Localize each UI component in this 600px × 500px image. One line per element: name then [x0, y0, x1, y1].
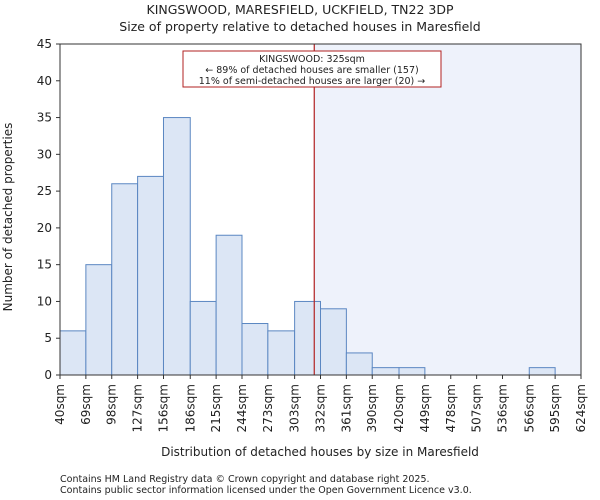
annotation-frame: [182, 50, 442, 88]
bar-361sqm: [345, 352, 373, 376]
x-tick-label: 186sqm: [183, 384, 197, 432]
x-tick-label: 127sqm: [131, 384, 145, 432]
bar-40sqm: [59, 330, 87, 376]
chart-title: KINGSWOOD, MARESFIELD, UCKFIELD, TN22 3D…: [147, 2, 454, 17]
bar-98sqm: [111, 183, 139, 376]
bar-566sqm: [528, 367, 556, 376]
y-axis-label: Number of detached properties: [1, 123, 15, 312]
x-tick-label: 449sqm: [418, 384, 432, 432]
y-tick-label: 30: [37, 147, 52, 161]
bars-group: [59, 117, 556, 376]
annotation-line-2: ← 89% of detached houses are smaller (15…: [205, 65, 418, 76]
x-tick-label: 332sqm: [314, 384, 328, 432]
x-tick-label: 361sqm: [339, 384, 353, 432]
x-tick-label: 69sqm: [79, 384, 93, 425]
x-tick-label: 273sqm: [261, 384, 275, 432]
x-axis-label: Distribution of detached houses by size …: [161, 445, 479, 459]
y-tick-label: 25: [37, 184, 52, 198]
bar-273sqm: [267, 330, 296, 376]
x-tick-label: 390sqm: [365, 384, 379, 432]
bar-332sqm: [320, 308, 347, 376]
x-tick-label: 595sqm: [548, 384, 562, 432]
x-tick-label: 507sqm: [470, 384, 484, 432]
bar-215sqm: [215, 234, 243, 376]
bar-186sqm: [189, 300, 217, 376]
footer-line-2: Contains public sector information licen…: [60, 485, 472, 496]
larger-region-shade: [314, 44, 581, 375]
x-tick-label: 566sqm: [522, 384, 536, 432]
plot-area: KINGSWOOD: 325sqm ← 89% of detached hous…: [37, 37, 588, 432]
x-tick-label: 624sqm: [574, 384, 588, 432]
chart-subtitle: Size of property relative to detached ho…: [119, 19, 480, 34]
x-tick-label: 244sqm: [235, 384, 249, 432]
bar-69sqm: [85, 264, 113, 376]
x-tick-label: 420sqm: [392, 384, 406, 432]
bar-390sqm: [371, 367, 400, 376]
footer-line-1: Contains HM Land Registry data © Crown c…: [60, 474, 430, 485]
y-tick-label: 45: [37, 37, 52, 51]
y-tick-label: 15: [37, 258, 52, 272]
x-tick-label: 40sqm: [53, 384, 67, 425]
x-axis-ticks: 40sqm 69sqm 98sqm 127sqm 156sqm 186sqm 215sqm 2…: [53, 375, 588, 432]
x-tick-label: 98sqm: [105, 384, 119, 425]
bar-420sqm: [398, 367, 426, 376]
bar-303sqm: [294, 300, 321, 376]
bar-127sqm: [137, 175, 164, 376]
x-tick-label: 215sqm: [209, 384, 223, 432]
x-tick-label: 536sqm: [495, 384, 509, 432]
bar-244sqm: [241, 323, 269, 376]
x-tick-label: 156sqm: [156, 384, 170, 432]
y-tick-label: 0: [44, 368, 52, 382]
y-axis-ticks: 0 5 10 15 20 25 30 35 40 45: [37, 37, 60, 382]
y-tick-label: 35: [37, 111, 52, 125]
y-tick-label: 10: [37, 294, 52, 308]
y-tick-label: 20: [37, 221, 52, 235]
y-tick-label: 40: [37, 74, 52, 88]
annotation-line-3: 11% of semi-detached houses are larger (…: [199, 76, 426, 87]
annotation-line-1: KINGSWOOD: 325sqm: [259, 54, 365, 65]
y-tick-label: 5: [44, 331, 52, 345]
annotation-box: KINGSWOOD: 325sqm ← 89% of detached hous…: [182, 50, 442, 88]
bar-156sqm: [162, 117, 191, 376]
x-tick-label: 303sqm: [288, 384, 302, 432]
x-tick-label: 478sqm: [444, 384, 458, 432]
